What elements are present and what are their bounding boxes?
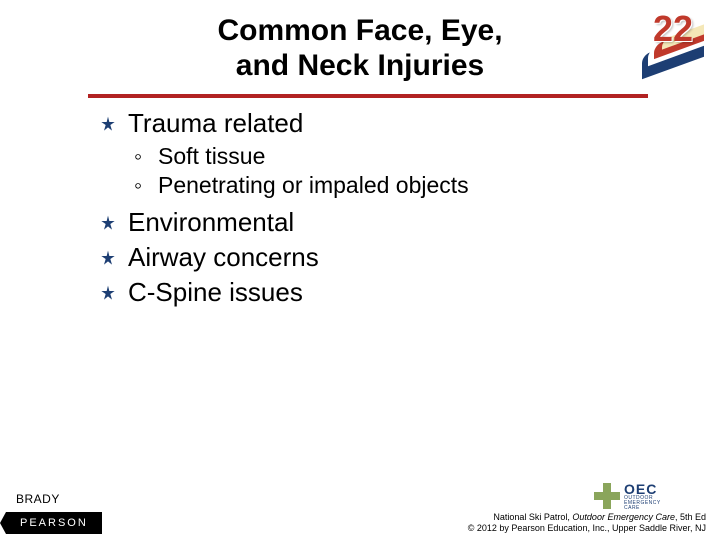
star-icon: [100, 116, 116, 132]
content-area: Trauma related Soft tissue Penetrating o…: [100, 108, 640, 312]
bullet-cspine: C-Spine issues: [100, 277, 640, 308]
pearson-text: PEARSON: [20, 517, 88, 529]
cross-icon: [594, 483, 620, 509]
pearson-logo: PEARSON: [6, 512, 102, 534]
chapter-number: 22: [642, 8, 704, 50]
slide-title: Common Face, Eye, and Neck Injuries: [217, 14, 502, 83]
bullet-text: Penetrating or impaled objects: [158, 172, 469, 198]
footer: BRADY PEARSON OEC OUTDOOR EMERGENCY CARE…: [0, 482, 720, 540]
title-area: Common Face, Eye, and Neck Injuries: [0, 14, 720, 83]
bullet-text: C-Spine issues: [128, 277, 303, 307]
bullet-trauma: Trauma related: [100, 108, 640, 139]
subbullet-soft-tissue: Soft tissue: [128, 143, 640, 170]
credit-line-2: © 2012 by Pearson Education, Inc., Upper…: [468, 523, 706, 534]
credit-line-1: National Ski Patrol, Outdoor Emergency C…: [468, 512, 706, 523]
oec-small-3: CARE: [624, 506, 661, 511]
title-line-1: Common Face, Eye,: [217, 14, 502, 47]
title-line-2: and Neck Injuries: [236, 49, 484, 82]
subbullet-penetrating: Penetrating or impaled objects: [128, 172, 640, 199]
bullet-text: Soft tissue: [158, 143, 265, 169]
bullet-text: Environmental: [128, 207, 294, 237]
oec-logo: OEC OUTDOOR EMERGENCY CARE: [594, 482, 704, 510]
copyright: National Ski Patrol, Outdoor Emergency C…: [468, 512, 706, 535]
star-icon: [100, 285, 116, 301]
bullet-text: Airway concerns: [128, 242, 319, 272]
oec-text: OEC OUTDOOR EMERGENCY CARE: [624, 482, 661, 511]
title-underline: [88, 94, 648, 98]
bullet-airway: Airway concerns: [100, 242, 640, 273]
credit-book: Outdoor Emergency Care: [572, 512, 675, 522]
star-icon: [100, 250, 116, 266]
credit-post: , 5th Ed: [675, 512, 706, 522]
slide: 22 Common Face, Eye, and Neck Injuries T…: [0, 0, 720, 540]
oec-big-label: OEC: [624, 482, 661, 496]
credit-pre: National Ski Patrol,: [493, 512, 572, 522]
brady-label: BRADY: [16, 492, 60, 506]
bullet-text: Trauma related: [128, 108, 303, 138]
bullet-environmental: Environmental: [100, 207, 640, 238]
star-icon: [100, 215, 116, 231]
